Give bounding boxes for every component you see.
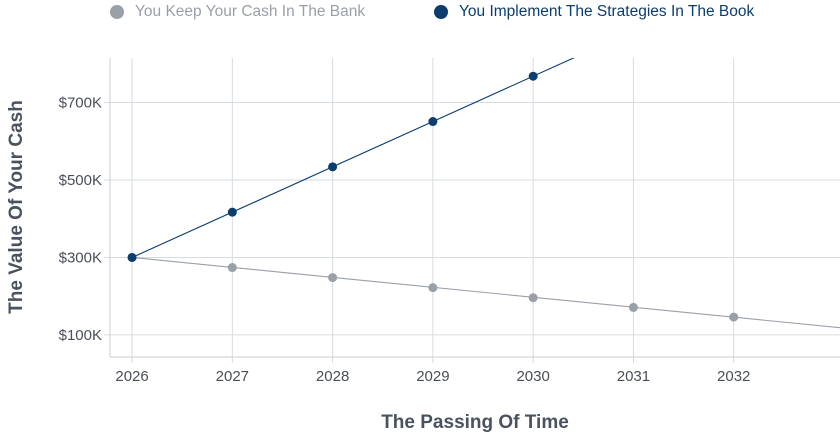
x-tick-label: 2029 — [416, 368, 449, 385]
x-axis-title: The Passing Of Time — [381, 412, 569, 433]
data-point-strategies — [127, 252, 137, 262]
data-points — [127, 71, 739, 322]
legend-item-strategies[interactable]: You Implement The Strategies In The Book — [434, 3, 754, 21]
y-tick-label: $300K — [59, 249, 102, 266]
legend-label-bank: You Keep Your Cash In The Bank — [135, 3, 366, 20]
y-axis-ticks: $100K $300K $500K $700K — [59, 95, 102, 344]
data-point-strategies — [328, 162, 338, 172]
y-tick-label: $500K — [59, 172, 102, 189]
data-point-strategies — [428, 117, 438, 127]
x-tick-label: 2027 — [216, 368, 249, 385]
data-point-bank — [227, 263, 237, 273]
x-tick-label: 2028 — [316, 368, 349, 385]
legend-marker-strategies — [434, 5, 448, 19]
series-line-strategies — [131, 58, 575, 258]
data-point-strategies — [528, 71, 538, 81]
data-point-bank — [328, 273, 338, 283]
y-axis-title: The Value Of Your Cash — [6, 100, 27, 314]
legend-label-strategies: You Implement The Strategies In The Book — [459, 3, 755, 20]
x-tick-label: 2032 — [717, 368, 750, 385]
grid-lines — [104, 58, 840, 363]
x-axis-ticks: 2026 2027 2028 2029 2030 2031 2032 — [115, 368, 750, 385]
x-tick-label: 2026 — [115, 368, 148, 385]
y-tick-label: $700K — [59, 95, 102, 112]
series-lines — [131, 58, 840, 329]
data-point-bank — [528, 293, 538, 303]
data-point-strategies — [227, 207, 237, 217]
chart-legend: You Keep Your Cash In The Bank You Imple… — [0, 3, 840, 23]
data-point-bank — [628, 302, 638, 312]
y-tick-label: $100K — [59, 327, 102, 344]
x-tick-label: 2030 — [516, 368, 549, 385]
series-line-bank — [132, 256, 840, 329]
x-tick-label: 2031 — [617, 368, 650, 385]
data-point-bank — [428, 283, 438, 293]
legend-item-bank[interactable]: You Keep Your Cash In The Bank — [110, 3, 365, 21]
data-point-bank — [729, 312, 739, 322]
legend-marker-bank — [110, 5, 124, 19]
